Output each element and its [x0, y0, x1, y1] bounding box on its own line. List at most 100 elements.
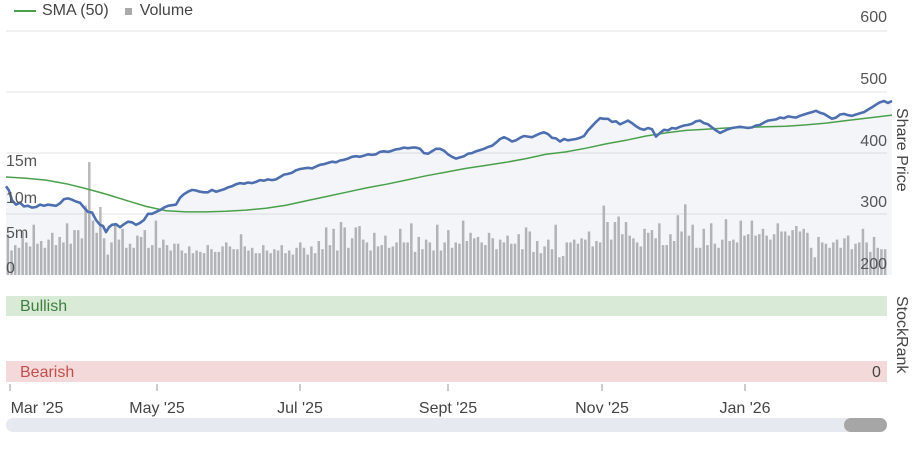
- volume-bar: [284, 253, 287, 275]
- scrollbar-thumb[interactable]: [844, 418, 887, 432]
- chart-scrollbar[interactable]: [6, 418, 887, 432]
- volume-bar: [280, 245, 284, 275]
- x-tick-label: May '25: [129, 400, 185, 417]
- stockrank-value: 0: [872, 364, 881, 381]
- legend-sma-label[interactable]: SMA (50): [42, 2, 109, 19]
- volume-bar: [380, 245, 383, 275]
- volume-bar: [861, 228, 865, 275]
- volume-bar: [584, 239, 587, 275]
- volume-bar: [121, 228, 124, 275]
- volume-bar: [269, 253, 272, 275]
- volume-tick-labels: 15m 10m 5m 0: [6, 153, 37, 277]
- volume-bar: [247, 250, 250, 275]
- volume-bar: [739, 220, 743, 275]
- share-price-axis-label: Share Price: [893, 108, 910, 192]
- volume-bar: [684, 204, 687, 275]
- chart-legend[interactable]: SMA (50) Volume: [14, 2, 193, 20]
- price-line: [4, 99, 893, 234]
- price-tick-label: 600: [860, 9, 887, 26]
- volume-bar: [535, 241, 539, 275]
- volume-bar: [43, 247, 47, 275]
- volume-bar: [91, 220, 95, 275]
- volume-bar: [609, 239, 613, 275]
- volume-bar: [332, 228, 335, 275]
- volume-bar: [202, 253, 206, 275]
- volume-bar: [839, 247, 842, 275]
- volume-bar: [324, 227, 328, 275]
- volume-bar: [76, 230, 80, 275]
- volume-bar: [721, 239, 724, 275]
- volume-bar: [550, 249, 554, 275]
- volume-bar: [817, 236, 820, 275]
- volume-bar: [691, 224, 694, 275]
- volume-bar: [339, 222, 343, 275]
- sma-legend-swatch: [14, 10, 36, 12]
- price-tick-label: 300: [860, 194, 887, 211]
- volume-bar: [713, 243, 717, 275]
- volume-bar: [824, 243, 828, 275]
- volume-bar: [195, 250, 198, 275]
- volume-bar: [406, 242, 409, 275]
- volume-bar: [150, 245, 154, 275]
- price-area-fill: [6, 101, 892, 275]
- volume-bar: [487, 232, 491, 275]
- volume-bar: [358, 226, 361, 275]
- volume-bar: [746, 234, 750, 275]
- volume-bar: [798, 231, 802, 275]
- volume-bar: [576, 243, 580, 275]
- volume-bar: [643, 228, 646, 275]
- volume-bar: [665, 245, 668, 275]
- x-tick-label: Mar '25: [11, 400, 64, 417]
- volume-bar: [225, 242, 228, 275]
- volume-bar: [106, 254, 110, 275]
- volume-bar: [709, 223, 713, 275]
- volume-bar: [221, 246, 224, 275]
- volume-bar: [417, 236, 420, 275]
- volume-bar: [669, 234, 672, 275]
- volume-bar: [843, 238, 846, 275]
- volume-bar: [528, 231, 532, 275]
- volume-bar: [832, 242, 835, 275]
- volume-bar: [110, 242, 113, 275]
- volume-bar: [162, 239, 165, 275]
- volume-bar: [402, 242, 406, 275]
- volume-bars: [6, 162, 887, 275]
- volume-bar: [73, 230, 76, 275]
- volume-bar: [295, 247, 298, 275]
- volume-bar: [687, 235, 691, 275]
- volume-bar: [250, 247, 254, 275]
- volume-bar: [869, 251, 872, 275]
- volume-bar: [820, 242, 824, 275]
- volume-bar: [554, 224, 557, 275]
- volume-bar: [854, 243, 857, 275]
- volume-bar: [454, 242, 457, 275]
- volume-bar: [658, 223, 661, 275]
- volume-bar: [813, 257, 817, 275]
- volume-tick-label: 15m: [6, 153, 37, 170]
- volume-bar: [835, 239, 839, 275]
- x-tick-label: Sept '25: [419, 400, 477, 417]
- volume-bar: [791, 230, 794, 275]
- volume-bar: [828, 247, 831, 275]
- volume-bar: [465, 241, 469, 275]
- volume-bar: [354, 227, 358, 275]
- price-tick-label: 200: [860, 256, 887, 273]
- volume-bar: [602, 205, 606, 275]
- volume-bar: [809, 247, 813, 275]
- volume-bar: [706, 245, 709, 275]
- x-tick-label: Jul '25: [277, 400, 323, 417]
- volume-bar: [14, 245, 17, 275]
- volume-bar: [876, 247, 879, 275]
- volume-bar: [184, 253, 187, 275]
- volume-bar: [639, 246, 643, 275]
- volume-bar: [595, 241, 598, 275]
- x-tick-label: Jan '26: [719, 400, 770, 417]
- volume-bar: [154, 220, 158, 275]
- legend-volume-label[interactable]: Volume: [139, 2, 194, 19]
- price-tick-label: 500: [860, 71, 887, 88]
- volume-bar: [787, 235, 791, 275]
- x-tick-label: Nov '25: [575, 400, 629, 417]
- volume-bar: [228, 246, 232, 275]
- volume-tick-label: 0: [6, 260, 15, 277]
